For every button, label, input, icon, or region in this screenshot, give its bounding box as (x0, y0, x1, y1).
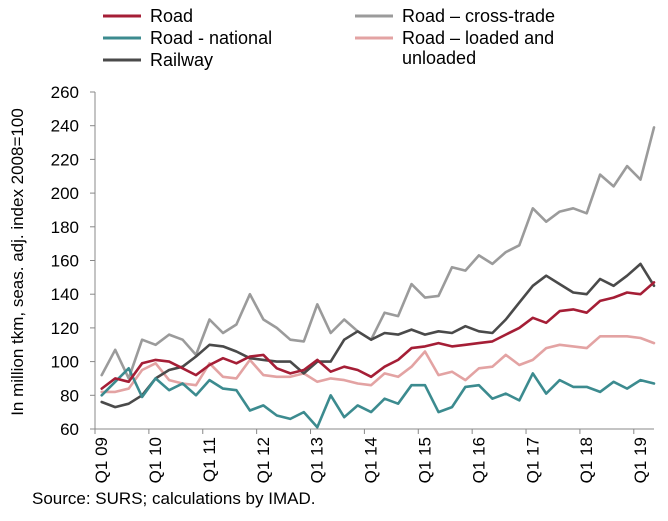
y-tick-label: 240 (51, 117, 79, 136)
y-tick-label: 160 (51, 252, 79, 271)
legend-label: Road – loaded and (402, 28, 554, 48)
x-axis: Q1 09 Q1 10 Q1 11 Q1 12 Q1 13 Q1 14 Q1 15 Q1 16… (92, 428, 654, 483)
legend-label: unloaded (402, 48, 476, 68)
y-tick-label: 120 (51, 319, 79, 338)
x-tick-label: Q1 13 (308, 437, 327, 483)
x-tick-label: Q1 10 (146, 437, 165, 483)
y-tick-label: 220 (51, 150, 79, 169)
series-line-3 (100, 126, 656, 380)
y-axis-label: In million tkm, seas. adj. index 2008=10… (8, 108, 27, 416)
y-tick-label: 200 (51, 184, 79, 203)
series-line-1 (100, 366, 656, 429)
x-tick-label: Q1 09 (92, 437, 111, 483)
y-tick-label: 260 (51, 83, 79, 102)
y-tick-label: 180 (51, 218, 79, 237)
y-axis: 60 80 100 120 140 160 180 200 220 240 260 (51, 83, 96, 439)
y-tick-label: 60 (60, 420, 79, 439)
y-tick-label: 80 (60, 386, 79, 405)
series-line-4 (100, 334, 656, 394)
y-tick-label: 140 (51, 285, 79, 304)
x-tick-label: Q1 19 (631, 437, 650, 483)
x-tick-label: Q1 18 (577, 437, 596, 483)
legend-label: Railway (150, 50, 213, 70)
x-tick-label: Q1 17 (523, 437, 542, 483)
y-tick-label: 100 (51, 353, 79, 372)
series-line-2 (100, 262, 656, 409)
series-line-0 (100, 281, 656, 390)
x-tick-label: Q1 11 (200, 437, 219, 482)
legend-label: Road – cross-trade (402, 6, 555, 26)
plot-area (100, 126, 656, 429)
x-tick-label: Q1 15 (415, 437, 434, 483)
x-tick-label: Q1 12 (254, 437, 273, 483)
source-note: Source: SURS; calculations by IMAD. (32, 489, 316, 508)
legend-label: Road - national (150, 28, 272, 48)
legend-label: Road (150, 6, 193, 26)
x-tick-label: Q1 14 (362, 437, 381, 483)
x-tick-label: Q1 16 (469, 437, 488, 483)
